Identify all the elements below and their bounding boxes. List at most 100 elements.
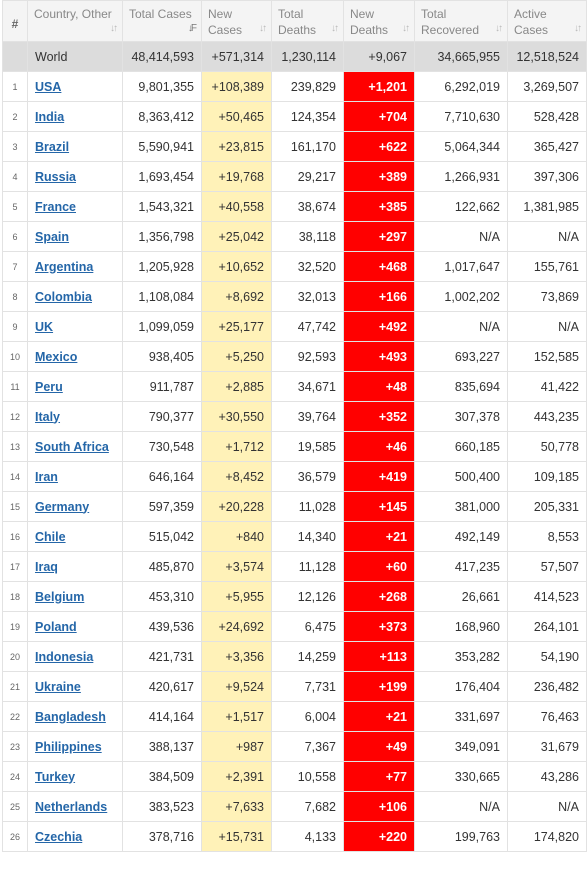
country-link[interactable]: Brazil: [35, 139, 70, 154]
sort-arrows-icon[interactable]: ↓↑: [402, 23, 410, 34]
header-new-deaths[interactable]: New Deaths ↓↑: [343, 0, 415, 42]
new-cases-cell: +3,574: [201, 551, 272, 582]
country-link[interactable]: Argentina: [35, 259, 94, 274]
sort-arrows-icon[interactable]: ↓↑: [110, 23, 118, 34]
total-deaths-cell: 14,259: [271, 641, 344, 672]
header-new-cases[interactable]: New Cases ↓↑: [201, 0, 272, 42]
country-cell: Spain: [27, 221, 123, 252]
active-cases-cell: 50,778: [507, 431, 587, 462]
new-deaths-cell: +21: [343, 521, 415, 552]
new-cases-cell: +50,465: [201, 101, 272, 132]
new-cases-cell: +25,177: [201, 311, 272, 342]
rank-cell: 22: [2, 701, 28, 732]
header-total-cases[interactable]: Total Cases ↓F: [122, 0, 202, 42]
total-cases-cell: 1,693,454: [122, 161, 202, 192]
total-cases-cell: 414,164: [122, 701, 202, 732]
active-cases-cell: 3,269,507: [507, 71, 587, 102]
total-recovered-cell: N/A: [414, 791, 508, 822]
country-link[interactable]: Netherlands: [35, 799, 108, 814]
rank-cell: 24: [2, 761, 28, 792]
rank-cell: 4: [2, 161, 28, 192]
new-deaths-cell: +77: [343, 761, 415, 792]
total-cases-cell: 597,359: [122, 491, 202, 522]
country-cell: Colombia: [27, 281, 123, 312]
rank-cell: 6: [2, 221, 28, 252]
country-link[interactable]: Iran: [35, 469, 58, 484]
new-cases-cell: +840: [201, 521, 272, 552]
country-link[interactable]: Italy: [35, 409, 61, 424]
country-link[interactable]: Mexico: [35, 349, 78, 364]
total-deaths-cell: 7,731: [271, 671, 344, 702]
table-row: 3 Brazil 5,590,941 +23,815 161,170 +622 5,064,…: [2, 131, 587, 162]
rank-cell: 17: [2, 551, 28, 582]
total-deaths-cell: 239,829: [271, 71, 344, 102]
country-link[interactable]: Iraq: [35, 559, 58, 574]
sort-arrows-icon[interactable]: ↓↑: [259, 23, 267, 34]
world-total-deaths: 1,230,114: [271, 41, 344, 72]
total-recovered-cell: 660,185: [414, 431, 508, 462]
country-link[interactable]: Czechia: [35, 829, 83, 844]
header-country[interactable]: Country, Other ↓↑: [27, 0, 123, 42]
new-deaths-cell: +1,201: [343, 71, 415, 102]
rank-cell: 15: [2, 491, 28, 522]
total-deaths-cell: 38,674: [271, 191, 344, 222]
table-row: 2 India 8,363,412 +50,465 124,354 +704 7,710,6…: [2, 101, 587, 132]
new-deaths-cell: +166: [343, 281, 415, 312]
country-link[interactable]: Peru: [35, 379, 63, 394]
country-link[interactable]: France: [35, 199, 76, 214]
header-active-cases[interactable]: Active Cases ↓↑: [507, 0, 587, 42]
total-deaths-cell: 4,133: [271, 821, 344, 852]
active-cases-cell: 31,679: [507, 731, 587, 762]
sort-arrows-icon[interactable]: ↓↑: [574, 23, 582, 34]
total-cases-cell: 384,509: [122, 761, 202, 792]
country-link[interactable]: Ukraine: [35, 679, 81, 694]
table-row: 14 Iran 646,164 +8,452 36,579 +419 500,400 109,…: [2, 461, 587, 492]
active-cases-cell: 443,235: [507, 401, 587, 432]
country-link[interactable]: Chile: [35, 529, 66, 544]
country-link[interactable]: Bangladesh: [35, 709, 106, 724]
country-link[interactable]: South Africa: [35, 439, 109, 454]
new-cases-cell: +8,692: [201, 281, 272, 312]
country-link[interactable]: USA: [35, 79, 62, 94]
country-link[interactable]: Spain: [35, 229, 70, 244]
new-deaths-cell: +419: [343, 461, 415, 492]
header-total-deaths[interactable]: Total Deaths ↓↑: [271, 0, 344, 42]
table-row: 5 France 1,543,321 +40,558 38,674 +385 122,662…: [2, 191, 587, 222]
active-cases-cell: N/A: [507, 221, 587, 252]
country-cell: South Africa: [27, 431, 123, 462]
country-link[interactable]: Germany: [35, 499, 90, 514]
country-link[interactable]: Philippines: [35, 739, 102, 754]
new-cases-cell: +1,712: [201, 431, 272, 462]
active-cases-cell: 264,101: [507, 611, 587, 642]
country-link[interactable]: Belgium: [35, 589, 85, 604]
total-deaths-cell: 29,217: [271, 161, 344, 192]
sort-arrows-icon[interactable]: ↓↑: [331, 23, 339, 34]
total-cases-cell: 453,310: [122, 581, 202, 612]
country-link[interactable]: Colombia: [35, 289, 92, 304]
rank-cell: 1: [2, 71, 28, 102]
country-link[interactable]: Russia: [35, 169, 76, 184]
sort-desc-icon[interactable]: ↓F: [187, 23, 197, 34]
new-deaths-cell: +220: [343, 821, 415, 852]
active-cases-cell: 414,523: [507, 581, 587, 612]
country-link[interactable]: India: [35, 109, 65, 124]
country-cell: Russia: [27, 161, 123, 192]
header-total-recovered[interactable]: Total Recovered ↓↑: [414, 0, 508, 42]
covid-stats-table: # Country, Other ↓↑ Total Cases ↓F New Cas…: [2, 0, 587, 852]
world-country: World: [27, 41, 123, 72]
total-recovered-cell: 26,661: [414, 581, 508, 612]
country-link[interactable]: Turkey: [35, 769, 76, 784]
world-total-cases: 48,414,593: [122, 41, 202, 72]
active-cases-cell: 73,869: [507, 281, 587, 312]
new-cases-cell: +7,633: [201, 791, 272, 822]
table-row: 24 Turkey 384,509 +2,391 10,558 +77 330,665 43,…: [2, 761, 587, 792]
total-deaths-cell: 161,170: [271, 131, 344, 162]
new-deaths-cell: +297: [343, 221, 415, 252]
country-link[interactable]: Indonesia: [35, 649, 94, 664]
active-cases-cell: 43,286: [507, 761, 587, 792]
country-link[interactable]: UK: [35, 319, 54, 334]
sort-arrows-icon[interactable]: ↓↑: [495, 23, 503, 34]
country-link[interactable]: Poland: [35, 619, 77, 634]
total-recovered-cell: 5,064,344: [414, 131, 508, 162]
new-cases-cell: +40,558: [201, 191, 272, 222]
